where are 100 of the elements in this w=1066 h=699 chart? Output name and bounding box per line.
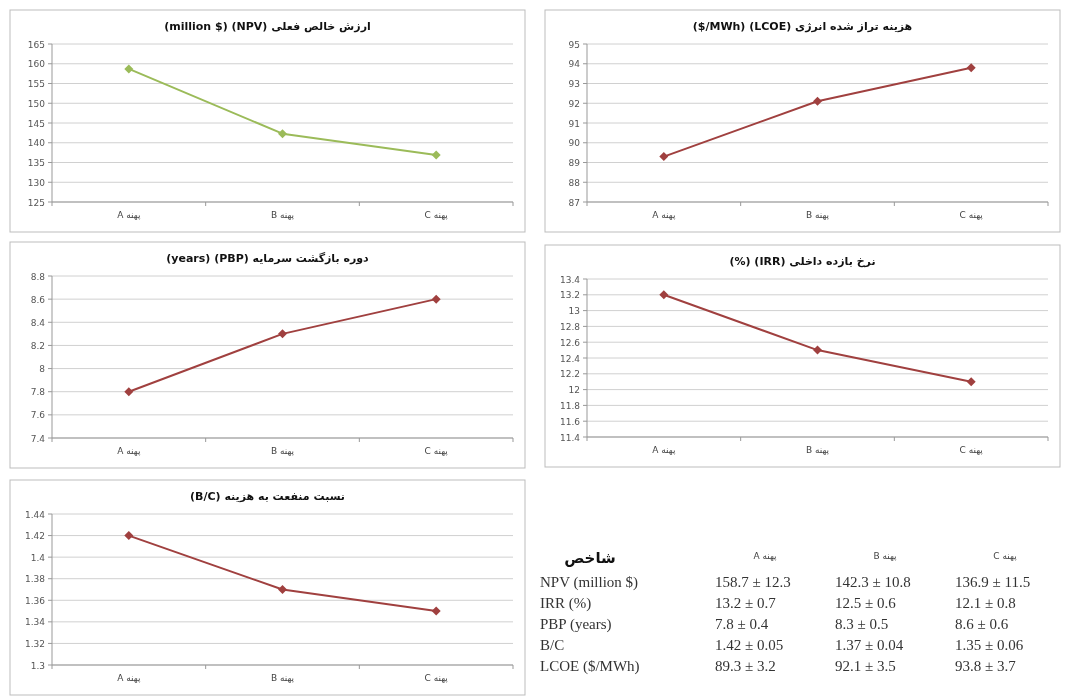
y-tick-label: 7.8 xyxy=(30,387,46,398)
chart-title: دوره بازگشت سرمایه (PBP) (years) xyxy=(166,252,370,265)
y-tick-label: 87 xyxy=(568,197,580,208)
y-tick-label: 88 xyxy=(568,177,581,188)
y-tick-label: 150 xyxy=(27,98,46,109)
x-tick-label: پهنه A xyxy=(117,446,141,456)
category-label: پهنه B xyxy=(873,551,898,561)
y-tick-label: 12.2 xyxy=(559,369,580,380)
y-tick-label: 93 xyxy=(568,79,580,89)
x-tick-label: پهنه B xyxy=(805,210,830,220)
x-tick-label: پهنه C xyxy=(959,210,984,220)
point xyxy=(124,64,134,74)
y-tick-label: 91 xyxy=(568,118,580,129)
point xyxy=(659,152,669,162)
category-label: PBP (years) xyxy=(540,616,612,632)
y-tick-label: 94 xyxy=(568,59,581,70)
category-label: پهنه A xyxy=(753,551,778,561)
point xyxy=(278,585,287,594)
y-tick-label: 7.4 xyxy=(30,433,46,444)
y-tick-label: 1.34 xyxy=(24,617,46,628)
point xyxy=(659,290,669,300)
point xyxy=(431,150,441,160)
y-tick-label: 95 xyxy=(568,39,580,50)
y-tick-label: 8.4 xyxy=(30,317,46,328)
y-tick-label: 140 xyxy=(27,138,46,149)
y-tick-label: 145 xyxy=(27,118,45,129)
point xyxy=(966,63,976,73)
x-tick-label: پهنه A xyxy=(117,673,141,683)
x-tick-label: پهنه B xyxy=(805,445,830,455)
y-tick-label: 8.6 xyxy=(30,294,46,305)
text: 7.8 ± 0.4 xyxy=(715,616,769,632)
y-tick-label: 8.8 xyxy=(30,271,46,282)
y-tick-label: 8.2 xyxy=(30,340,45,351)
chart-title: هزینه تراز شده انرژی (LCOE) ($/MWh) xyxy=(692,20,913,33)
y-tick-label: 125 xyxy=(27,197,45,208)
chart-title: نسبت منفعت به هزینه (B/C) xyxy=(190,490,345,503)
text: 13.2 ± 0.7 xyxy=(715,595,776,611)
y-tick-label: 1.42 xyxy=(24,531,45,542)
text: 158.7 ± 12.3 xyxy=(715,574,791,590)
category-label: B/C xyxy=(540,637,565,653)
text: 12.1 ± 0.8 xyxy=(955,595,1016,611)
y-tick-label: 1.36 xyxy=(24,595,46,606)
point xyxy=(278,129,287,139)
text: 8.6 ± 0.6 xyxy=(955,616,1009,632)
y-tick-label: 1.4 xyxy=(30,552,46,563)
y-tick-label: 7.6 xyxy=(30,410,46,421)
x-tick-label: پهنه C xyxy=(424,446,449,456)
text: 1.35 ± 0.06 xyxy=(955,637,1024,653)
text: 136.9 ± 11.5 xyxy=(955,574,1031,590)
chart-title: نرخ بازده داخلی (IRR) (%) xyxy=(729,255,876,268)
text: 12.5 ± 0.6 xyxy=(835,595,896,611)
y-tick-label: 135 xyxy=(27,158,45,168)
x-tick-label: پهنه B xyxy=(270,446,295,456)
text: 89.3 ± 3.2 xyxy=(715,658,776,674)
text: 93.8 ± 3.7 xyxy=(955,658,1016,674)
text: 1.42 ± 0.05 xyxy=(715,637,784,653)
text: 142.3 ± 10.8 xyxy=(835,574,911,590)
y-tick-label: 165 xyxy=(27,39,45,50)
y-tick-label: 155 xyxy=(27,79,45,89)
x-tick-label: پهنه A xyxy=(117,210,141,220)
category-label: پهنه C xyxy=(993,551,1018,561)
category-label: NPV (million $) xyxy=(540,574,639,590)
text: شاخص xyxy=(564,549,616,567)
y-tick-label: 92 xyxy=(568,98,580,109)
chart-title: ارزش خالص فعلی (NPV) (million $) xyxy=(164,20,371,33)
x-tick-label: پهنه C xyxy=(424,210,449,220)
point xyxy=(813,345,822,355)
y-tick-label: 160 xyxy=(27,59,46,70)
y-tick-label: 130 xyxy=(27,177,46,188)
y-tick-label: 1.32 xyxy=(24,638,45,649)
y-tick-label: 11.6 xyxy=(559,416,581,427)
x-tick-label: پهنه B xyxy=(270,673,295,683)
text: 1.37 ± 0.04 xyxy=(835,637,904,653)
x-tick-label: پهنه A xyxy=(652,445,676,455)
y-tick-label: 11.4 xyxy=(559,432,581,443)
y-tick-label: 13.2 xyxy=(559,290,580,301)
y-tick-label: 90 xyxy=(568,138,581,149)
point xyxy=(278,329,287,339)
point xyxy=(431,294,441,304)
point xyxy=(966,377,976,387)
y-tick-label: 12.8 xyxy=(559,321,581,332)
x-tick-label: پهنه A xyxy=(652,210,676,220)
text: 8.3 ± 0.5 xyxy=(835,616,889,632)
y-tick-label: 1.3 xyxy=(30,660,45,671)
y-tick-label: 12.6 xyxy=(559,337,581,348)
y-tick-label: 1.38 xyxy=(24,574,46,585)
text: 92.1 ± 3.5 xyxy=(835,658,896,674)
point xyxy=(124,387,134,397)
x-tick-label: پهنه C xyxy=(959,445,984,455)
category-label: IRR (%) xyxy=(540,595,592,611)
point xyxy=(431,606,441,616)
point xyxy=(813,96,822,106)
y-tick-label: 11.8 xyxy=(559,400,581,411)
x-tick-label: پهنه B xyxy=(270,210,295,220)
y-tick-label: 8 xyxy=(39,364,46,375)
point xyxy=(124,531,134,541)
y-tick-label: 1.44 xyxy=(24,509,46,520)
y-tick-label: 13.4 xyxy=(559,274,581,285)
x-tick-label: پهنه C xyxy=(424,673,449,683)
y-tick-label: 89 xyxy=(568,158,581,168)
